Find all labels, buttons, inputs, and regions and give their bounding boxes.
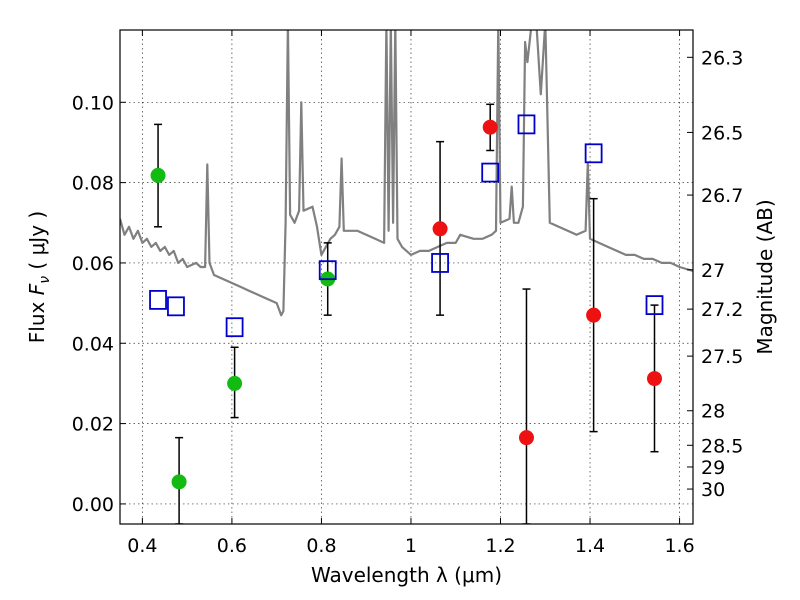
green-data-point [227, 375, 243, 391]
y2-tick-label: 26.3 [701, 47, 743, 69]
x-tick-label: 0.6 [217, 535, 247, 557]
y2-tick-label: 27.5 [701, 346, 743, 368]
y2-tick-label: 28.5 [701, 435, 743, 457]
red-data-point [647, 371, 663, 387]
model-photometry-square [318, 260, 337, 281]
y2-tick-label: 30 [701, 479, 725, 501]
x-tick-label: 1 [405, 535, 417, 557]
x-tick-label: 0.8 [306, 535, 336, 557]
y-tick-label: 0.10 [72, 92, 114, 114]
x-tick-label: 1.4 [575, 535, 605, 557]
grid [120, 30, 693, 524]
model-photometry-square [584, 143, 603, 164]
red-data-point [482, 119, 498, 135]
y2-tick-label: 26.5 [701, 122, 743, 144]
x-tick-label: 1.6 [664, 535, 694, 557]
y2-tick-label: 27.2 [701, 299, 743, 321]
model-photometry-square [481, 162, 500, 183]
green-data-point [171, 474, 187, 490]
red-data-point [432, 221, 448, 237]
y2-tick-label: 27 [701, 260, 725, 282]
y2-tick-label: 28 [701, 401, 725, 423]
red-data-point [518, 430, 534, 446]
y-tick-label: 0.02 [72, 414, 114, 436]
y-tick-label: 0.06 [72, 253, 114, 275]
model-photometry-square [431, 253, 449, 273]
y-tick-label: 0.08 [72, 173, 114, 195]
model-photometry-square [517, 114, 536, 135]
x-axis-label: Wavelength λ (μm) [311, 563, 502, 587]
model-photometry-square [149, 289, 167, 310]
model-photometry-square [645, 295, 664, 316]
y2-axis-label: Magnitude (AB) [753, 199, 777, 354]
axis-ticks: 0.4 0.6 0.8 1 1.2 1.4 1.6 0.00 0.02 0.04 0.06 0.08 0… [72, 30, 743, 557]
axes-frame [119, 29, 694, 525]
model-photometry-square [167, 296, 185, 317]
green-data-point [150, 167, 166, 183]
y2-tick-label: 29 [701, 457, 725, 479]
x-tick-label: 1.2 [485, 535, 515, 557]
red-data-point [586, 307, 602, 323]
y2-tick-label: 26.7 [701, 185, 743, 207]
model-spectrum-line [120, 30, 693, 317]
plot-area [120, 30, 693, 524]
y-axis-label: Flux Fν ( μJy ) [25, 211, 53, 343]
y-tick-label: 0.04 [72, 333, 114, 355]
y-tick-label: 0.00 [72, 494, 114, 516]
model-photometry-square [225, 317, 244, 338]
x-tick-label: 0.4 [127, 535, 157, 557]
